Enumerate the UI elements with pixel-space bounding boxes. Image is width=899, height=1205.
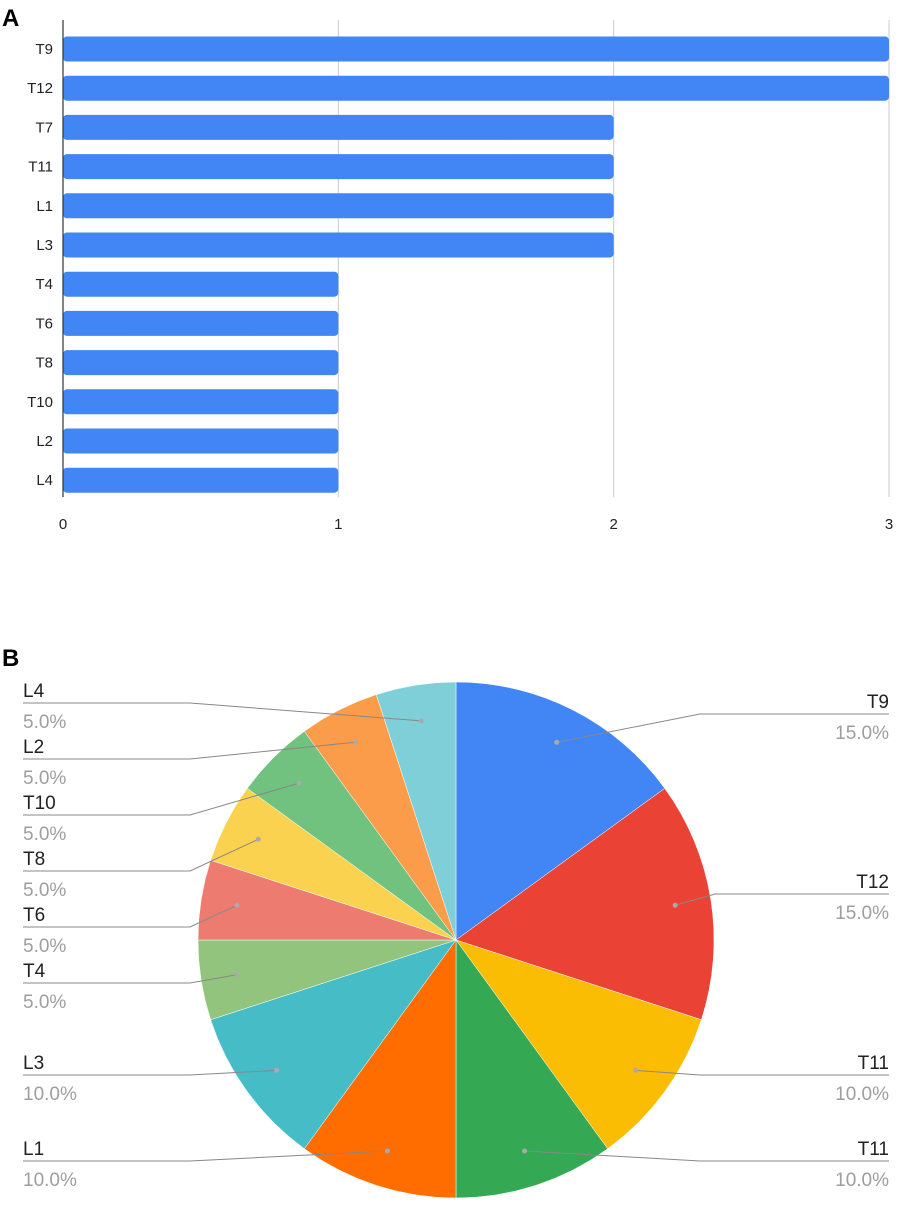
leader-line bbox=[23, 782, 300, 816]
y-category-label: L4 bbox=[36, 472, 53, 489]
leader-dot bbox=[352, 739, 358, 745]
pie-chart: T9 15.0% T12 15.0% T11 10.0% T11 10.0% L4 5.0% L2 5… bbox=[23, 681, 889, 1199]
bar bbox=[63, 350, 339, 376]
slice-percent: 10.0% bbox=[835, 1084, 889, 1105]
slice-percent: 5.0% bbox=[23, 992, 66, 1013]
bar bbox=[63, 36, 889, 62]
leader-dot bbox=[672, 902, 678, 908]
leader-dot bbox=[234, 902, 240, 908]
leader-line bbox=[635, 1069, 889, 1076]
y-category-label: T10 bbox=[27, 394, 53, 411]
slice-label: T10 bbox=[23, 793, 56, 814]
leader-line bbox=[23, 974, 237, 984]
y-category-label: L2 bbox=[36, 433, 53, 450]
slice-label: T9 bbox=[867, 692, 889, 713]
slice-label: T6 bbox=[23, 905, 45, 926]
leader-dot bbox=[384, 1148, 390, 1154]
slice-percent: 5.0% bbox=[23, 880, 66, 901]
slice-percent: 15.0% bbox=[835, 903, 889, 924]
leader-line bbox=[556, 713, 889, 743]
slice-percent: 5.0% bbox=[23, 824, 66, 845]
bar-chart: 0 1 2 3 T9 T12 T7 T11 L1 L3 T4 T6 T8 T10 L2 L4 bbox=[27, 20, 893, 533]
slice-label: T4 bbox=[23, 961, 46, 982]
leader-dot bbox=[296, 780, 302, 786]
bar bbox=[63, 428, 339, 454]
leader-line bbox=[675, 893, 889, 906]
slice-percent: 5.0% bbox=[23, 936, 66, 957]
bar bbox=[63, 271, 339, 297]
x-tick-label: 1 bbox=[334, 516, 342, 533]
y-category-label: T6 bbox=[35, 315, 53, 332]
y-category-label: T12 bbox=[27, 80, 53, 97]
y-category-label: T4 bbox=[35, 276, 53, 293]
leader-line bbox=[23, 702, 422, 722]
leader-dot bbox=[234, 972, 240, 978]
y-category-label: L1 bbox=[36, 198, 53, 215]
slice-label: T8 bbox=[23, 849, 45, 870]
x-tick-label: 0 bbox=[59, 516, 67, 533]
leader-dot bbox=[418, 718, 424, 724]
slice-label: L3 bbox=[23, 1053, 44, 1074]
y-category-label: T11 bbox=[28, 159, 53, 176]
leader-dot bbox=[255, 836, 261, 842]
x-tick-label: 2 bbox=[609, 516, 617, 533]
leader-line bbox=[23, 741, 356, 760]
panel-b-letter: B bbox=[2, 645, 19, 672]
slice-label: T11 bbox=[858, 1053, 889, 1074]
y-category-label: T7 bbox=[35, 119, 53, 136]
bar bbox=[63, 193, 614, 219]
pie-slice bbox=[455, 681, 666, 941]
leader-dot bbox=[633, 1067, 639, 1073]
pie-slice bbox=[375, 681, 457, 941]
bar bbox=[63, 389, 339, 415]
pie-slice bbox=[455, 788, 715, 1021]
bar bbox=[63, 232, 614, 258]
bar bbox=[63, 467, 339, 493]
slice-percent: 10.0% bbox=[23, 1170, 77, 1191]
leader-dot bbox=[554, 739, 560, 745]
slice-percent: 10.0% bbox=[23, 1084, 77, 1105]
slice-label: T12 bbox=[856, 872, 889, 893]
pie-slice bbox=[210, 939, 457, 1150]
bar bbox=[63, 114, 614, 140]
slice-label: L4 bbox=[23, 681, 45, 702]
leader-line bbox=[23, 1069, 277, 1076]
y-category-label: T8 bbox=[35, 355, 53, 372]
bar bbox=[63, 310, 339, 336]
y-category-label: L3 bbox=[36, 237, 53, 254]
slice-percent: 15.0% bbox=[835, 723, 889, 744]
leader-line bbox=[23, 838, 259, 872]
bar bbox=[63, 75, 889, 101]
slice-percent: 5.0% bbox=[23, 768, 66, 789]
leader-line bbox=[23, 1150, 388, 1162]
y-category-label: T9 bbox=[35, 41, 53, 58]
leader-dot bbox=[522, 1148, 528, 1154]
leader-line bbox=[524, 1150, 889, 1162]
leader-line bbox=[23, 904, 238, 928]
slice-label: L1 bbox=[23, 1139, 44, 1160]
pie-slice bbox=[455, 939, 608, 1199]
slice-percent: 10.0% bbox=[835, 1170, 889, 1191]
slice-percent: 5.0% bbox=[23, 712, 66, 733]
panel-a-letter: A bbox=[2, 5, 19, 32]
slice-label: L2 bbox=[23, 737, 44, 758]
slice-label: T11 bbox=[858, 1139, 889, 1160]
x-tick-label: 3 bbox=[885, 516, 893, 533]
leader-dot bbox=[273, 1067, 279, 1073]
bar bbox=[63, 154, 614, 180]
pie-slice bbox=[455, 939, 702, 1150]
